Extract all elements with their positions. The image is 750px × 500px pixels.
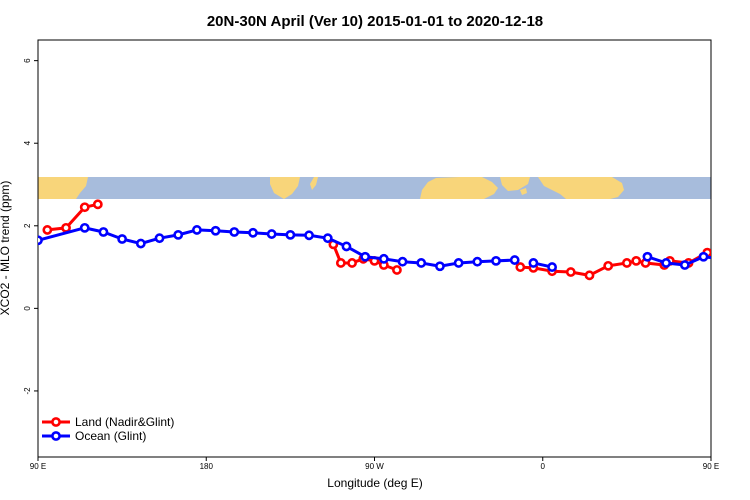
legend-swatch-marker: [51, 431, 61, 441]
data-point: [719, 255, 726, 262]
series-ocean: [38, 222, 748, 272]
data-point: [621, 258, 632, 268]
data-point: [453, 258, 464, 268]
y-tick-label: 4: [23, 140, 32, 145]
data-point: [79, 202, 90, 213]
data-point: [347, 258, 357, 268]
data-point: [472, 256, 483, 267]
data-point: [565, 267, 576, 277]
data-point: [322, 233, 333, 244]
x-axis: 90 E 180 90 W 0 90 E: [30, 457, 719, 471]
data-point: [378, 253, 389, 264]
data-point: [335, 258, 346, 268]
series-line: [47, 202, 99, 232]
data-point: [603, 260, 614, 271]
data-point: [117, 234, 128, 244]
data-point: [360, 251, 371, 262]
legend-swatch-marker: [51, 417, 61, 427]
legend-label: Ocean (Glint): [75, 429, 146, 443]
data-point: [304, 230, 314, 241]
data-point: [416, 258, 427, 268]
data-point: [631, 255, 642, 266]
series-layer: [38, 199, 748, 281]
data-point: [98, 227, 109, 237]
world-map-strip: [38, 177, 711, 199]
y-tick-label: 0: [23, 306, 32, 311]
data-point: [192, 225, 202, 235]
data-point: [528, 258, 539, 268]
plot-frame: [37, 39, 712, 458]
y-tick-label: -2: [23, 387, 32, 395]
data-point: [229, 227, 240, 237]
legend-label: Land (Nadir&Glint): [75, 415, 174, 429]
data-point: [661, 258, 672, 268]
data-point: [61, 222, 71, 233]
data-point: [173, 229, 184, 240]
x-tick-label: 180: [200, 462, 214, 471]
data-point: [397, 256, 408, 267]
data-point: [642, 251, 653, 262]
x-tick-label: 90 W: [365, 462, 384, 471]
x-tick-label: 90 E: [30, 462, 46, 471]
data-point: [92, 199, 103, 210]
y-axis-label: XCO2 - MLO trend (ppm): [0, 181, 12, 316]
data-point: [154, 233, 165, 244]
data-point: [741, 253, 748, 260]
legend: Land (Nadir&Glint)Ocean (Glint): [42, 415, 174, 443]
data-point: [248, 227, 258, 238]
data-point: [515, 262, 526, 272]
data-point: [679, 260, 690, 270]
data-point: [547, 262, 557, 272]
data-point: [266, 229, 277, 239]
data-point: [491, 255, 501, 266]
data-point: [722, 249, 729, 256]
y-axis: -2 0 2 4 6: [23, 58, 38, 395]
y-tick-label: 6: [23, 58, 32, 63]
data-point: [392, 265, 402, 275]
data-point: [285, 229, 296, 240]
data-point: [135, 238, 146, 249]
data-point: [210, 225, 221, 236]
data-point: [584, 270, 595, 281]
data-point: [79, 222, 90, 233]
data-point: [341, 241, 352, 252]
data-point: [509, 255, 520, 265]
data-point: [698, 251, 709, 262]
data-point: [435, 261, 445, 272]
x-axis-label: Longitude (deg E): [327, 476, 422, 490]
data-point: [38, 235, 43, 246]
data-point: [741, 226, 748, 233]
y-tick-label: 2: [23, 223, 32, 228]
chart-title: 20N-30N April (Ver 10) 2015-01-01 to 202…: [207, 13, 543, 30]
x-tick-label: 0: [541, 462, 546, 471]
x-tick-label: 90 E: [703, 462, 719, 471]
data-point: [42, 225, 53, 235]
